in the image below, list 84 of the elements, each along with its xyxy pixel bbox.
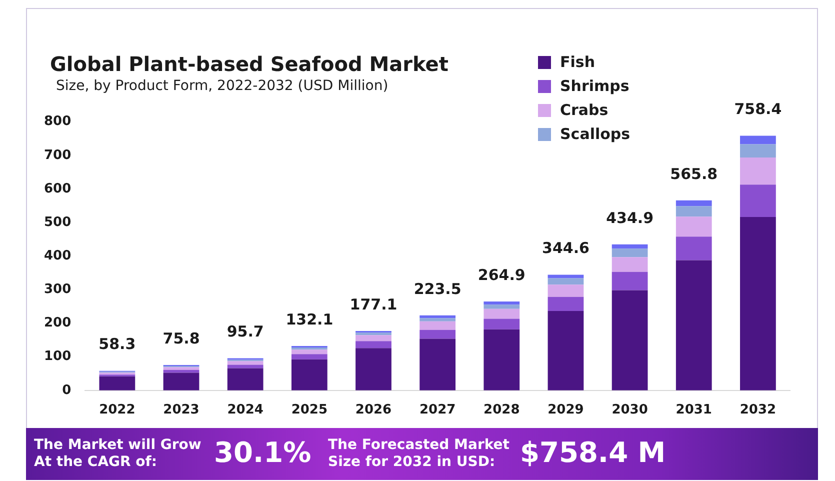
bar xyxy=(420,318,456,322)
y-tick-label: 600 xyxy=(44,181,72,196)
y-tick-label: 200 xyxy=(44,316,72,331)
y-tick-label: 800 xyxy=(44,114,72,130)
bar xyxy=(420,330,456,339)
total-label: 58.3 xyxy=(98,335,136,354)
bar xyxy=(356,335,392,342)
bar xyxy=(612,290,648,390)
bar xyxy=(740,184,776,218)
x-tick-label: 2024 xyxy=(227,402,264,418)
legend-label: Shrimps xyxy=(560,77,630,95)
bar xyxy=(484,308,520,319)
bar xyxy=(676,206,712,217)
bar xyxy=(676,216,712,237)
bar xyxy=(227,364,264,368)
bar xyxy=(676,236,712,260)
bar xyxy=(163,372,200,390)
bar xyxy=(291,354,328,360)
bar xyxy=(227,361,264,365)
bar xyxy=(548,296,584,312)
y-tick-label: 400 xyxy=(44,248,72,264)
bar xyxy=(612,248,648,258)
total-label: 434.9 xyxy=(606,208,654,227)
bar xyxy=(612,244,648,249)
bar xyxy=(612,257,648,272)
bar xyxy=(484,304,520,309)
bar xyxy=(548,284,584,297)
bar xyxy=(420,321,456,330)
total-label: 95.7 xyxy=(226,322,264,341)
x-tick-label: 2023 xyxy=(163,402,200,418)
bar xyxy=(484,318,520,330)
legend-label: Crabs xyxy=(560,101,608,119)
x-tick-label: 2031 xyxy=(676,402,712,418)
bar xyxy=(356,341,392,348)
bar xyxy=(291,350,328,354)
x-tick-label: 2022 xyxy=(99,402,136,418)
legend-label: Fish xyxy=(560,53,595,71)
text: The Market will Grow At the CAGR of: xyxy=(34,437,202,471)
total-label: 132.1 xyxy=(286,310,334,328)
total-label: 223.5 xyxy=(414,280,462,298)
total-label: 565.8 xyxy=(670,164,718,183)
y-tick-label: 500 xyxy=(44,214,72,230)
text: The Forecasted Market Size for 2032 in USD: xyxy=(328,437,510,471)
bar xyxy=(356,332,392,336)
total-label: 177.1 xyxy=(350,295,398,314)
y-tick-label: 0 xyxy=(62,382,72,398)
bar xyxy=(612,272,648,290)
chart-title: Global Plant-based Seafood Market xyxy=(50,52,448,76)
total-label: 75.8 xyxy=(162,329,200,348)
bar xyxy=(740,136,776,144)
bar xyxy=(163,367,200,370)
bar xyxy=(548,278,584,285)
text: 30.1% xyxy=(214,436,312,469)
text: $758.4 M xyxy=(520,436,666,469)
bar xyxy=(291,347,328,350)
bar xyxy=(484,329,520,390)
total-label: 344.6 xyxy=(542,239,590,258)
chart-subtitle: Size, by Product Form, 2022-2032 (USD Million) xyxy=(56,78,388,94)
y-tick-label: 300 xyxy=(44,282,72,298)
bar xyxy=(99,376,136,390)
y-tick-label: 100 xyxy=(44,349,72,364)
x-tick-label: 2030 xyxy=(612,402,648,418)
bar xyxy=(740,217,776,390)
bar xyxy=(420,338,456,390)
bar xyxy=(740,144,776,158)
x-tick-label: 2026 xyxy=(355,402,392,418)
x-tick-label: 2032 xyxy=(740,402,776,418)
bar xyxy=(356,348,392,390)
x-tick-label: 2029 xyxy=(548,402,584,418)
bar xyxy=(291,359,328,390)
x-tick-label: 2028 xyxy=(484,402,520,418)
y-tick-label: 700 xyxy=(44,148,72,163)
x-tick-label: 2027 xyxy=(419,402,456,418)
bar xyxy=(676,260,712,390)
total-label: 264.9 xyxy=(478,266,526,284)
bar xyxy=(676,200,712,206)
bar xyxy=(484,301,520,305)
total-label: 758.4 xyxy=(734,100,782,118)
bar xyxy=(227,368,264,390)
bar xyxy=(548,311,584,390)
bar xyxy=(740,158,776,185)
x-tick-label: 2025 xyxy=(291,402,328,418)
legend-label: Scallops xyxy=(560,125,630,143)
bar xyxy=(548,274,584,278)
